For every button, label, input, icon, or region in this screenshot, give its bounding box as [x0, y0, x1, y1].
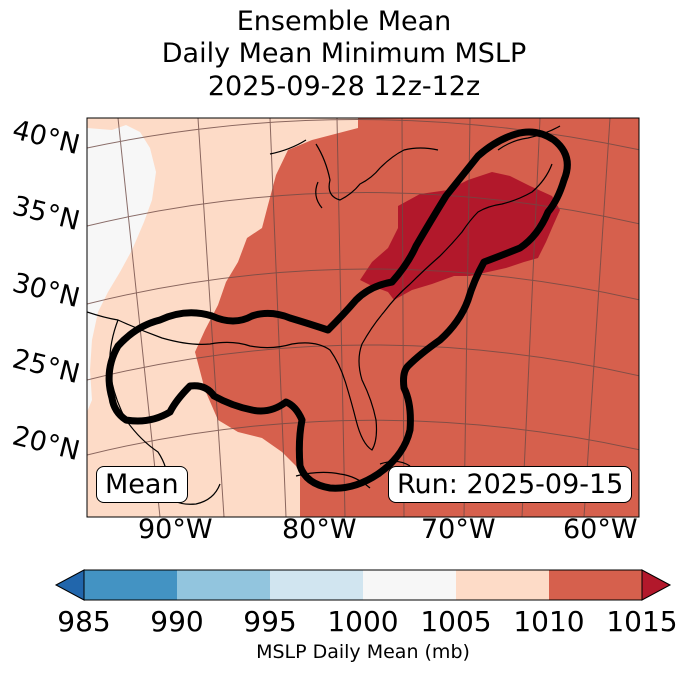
- colorbar-tick-label: 995: [243, 605, 297, 638]
- colorbar-tick-label: 1015: [606, 605, 678, 638]
- colorbar-tick-label: 1010: [513, 605, 585, 638]
- colorbar-segment: [177, 570, 271, 600]
- colorbar-frame: [83, 569, 643, 601]
- colorbar-tick-label: 985: [57, 605, 111, 638]
- colorbar-tick-label: 1005: [420, 605, 492, 638]
- lon-label-60w: 60°W: [563, 514, 638, 545]
- map-panel: [86, 117, 640, 518]
- mslp-contour: [105, 128, 571, 492]
- lon-label-70w: 70°W: [421, 514, 496, 545]
- graticule: [87, 118, 639, 517]
- title-line-1: Ensemble Mean: [236, 6, 452, 37]
- mean-label-box: Mean: [96, 466, 188, 503]
- lon-label-80w: 80°W: [282, 514, 357, 545]
- colorbar-segment: [549, 570, 643, 600]
- colorbar-segment: [456, 570, 550, 600]
- lon-label-90w: 90°W: [138, 514, 213, 545]
- colorbar-segment: [363, 570, 457, 600]
- colorbar-tick-label: 1000: [327, 605, 399, 638]
- title-line-2: Daily Mean Minimum MSLP: [161, 38, 527, 69]
- colorbar-label: MSLP Daily Mean (mb): [256, 641, 470, 663]
- field-below-1000: [87, 125, 156, 412]
- colorbar-over-triangle: [641, 569, 672, 601]
- title-line-3: 2025-09-28 12z-12z: [207, 71, 481, 102]
- colorbar-segment: [270, 570, 364, 600]
- run-date-box: Run: 2025-09-15: [388, 466, 633, 503]
- map-frame: [86, 117, 640, 518]
- field-above-1015: [360, 172, 560, 300]
- colorbar-tick-label: 990: [150, 605, 204, 638]
- colorbar-segment: [84, 570, 178, 600]
- colorbar-under-triangle: [54, 569, 85, 601]
